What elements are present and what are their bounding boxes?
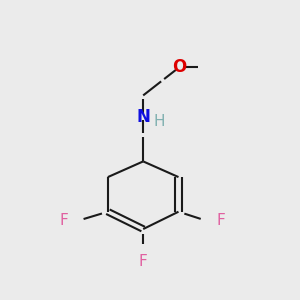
Text: F: F — [59, 213, 68, 228]
Text: O: O — [172, 58, 186, 76]
Text: F: F — [216, 213, 225, 228]
Text: N: N — [136, 108, 150, 126]
Text: H: H — [153, 114, 165, 129]
Text: F: F — [139, 254, 148, 269]
